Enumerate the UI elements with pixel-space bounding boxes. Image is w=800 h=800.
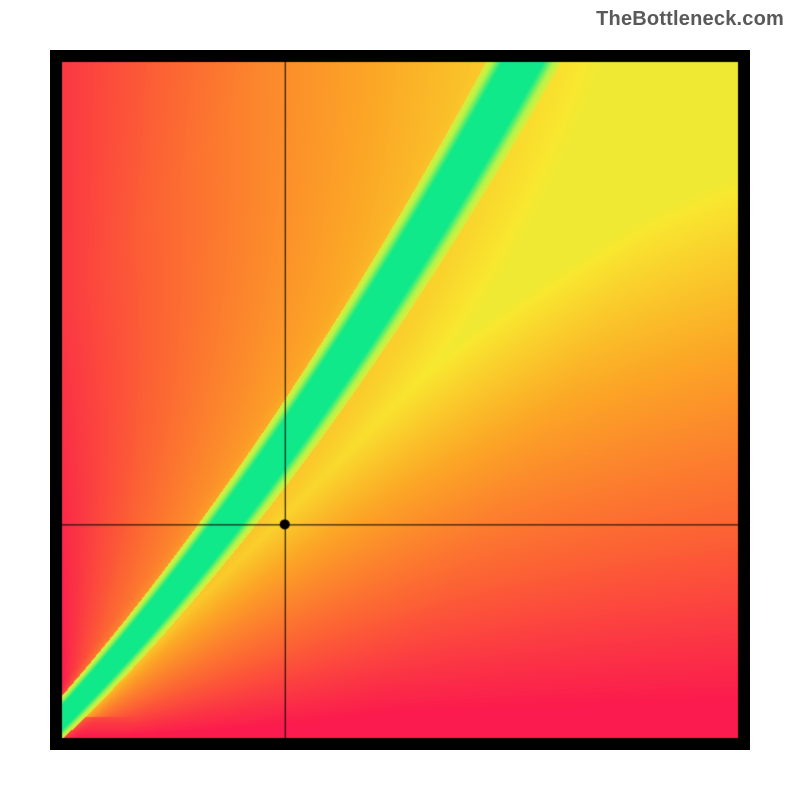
attribution-text: TheBottleneck.com	[596, 8, 784, 31]
bottleneck-heatmap	[50, 50, 750, 750]
